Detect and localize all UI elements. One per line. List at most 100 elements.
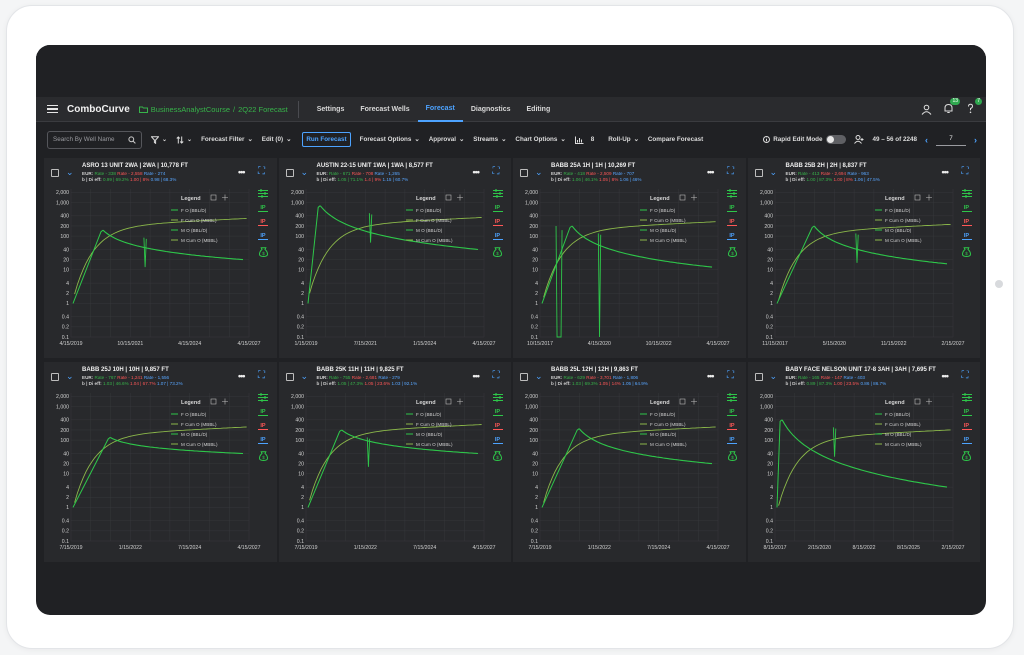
move-icon[interactable] xyxy=(222,194,228,201)
sliders-icon[interactable] xyxy=(727,393,737,402)
decline-curve-chart[interactable]: 1,000 2,000 100 200 400 10 20 40 1 2 4 0.1 0.2 0.4 4/1… xyxy=(44,185,276,358)
select-well-checkbox[interactable] xyxy=(51,169,59,177)
move-icon[interactable] xyxy=(691,398,697,405)
decline-curve-chart[interactable]: 1,000 2,000 100 200 400 10 20 40 1 2 4 0.1 0.2 0.4 1/1… xyxy=(279,185,511,358)
bag-icon[interactable]: $ xyxy=(962,247,971,257)
forecast-chart-card[interactable]: ⌄ BABB 25K 11H | 11H | 9,825 FT EUR: Rat… xyxy=(278,362,511,562)
chart-legend[interactable]: Legend F O (BBL/D) F Cum O (MBBL) M O (BBL/… xyxy=(640,398,697,447)
chart-legend[interactable]: Legend F O (BBL/D) F Cum O (MBBL) M O (BBL/… xyxy=(640,194,697,243)
prev-page-button[interactable]: ‹ xyxy=(925,134,928,145)
bag-icon[interactable]: $ xyxy=(727,247,737,257)
more-options-icon[interactable]: ••• xyxy=(707,167,715,177)
sliders-icon[interactable] xyxy=(258,189,268,198)
select-well-checkbox[interactable] xyxy=(285,373,294,381)
move-icon[interactable] xyxy=(925,398,932,405)
sliders-icon[interactable] xyxy=(492,393,503,402)
manage-users-icon[interactable] xyxy=(853,135,865,144)
compare-forecast-button[interactable]: Compare Forecast xyxy=(647,136,704,143)
ip-water-icon[interactable]: IP xyxy=(727,233,737,240)
next-page-button[interactable]: › xyxy=(974,134,977,145)
chart-count-selector[interactable]: 8 xyxy=(574,136,594,144)
ip-oil-icon[interactable]: IP xyxy=(492,409,503,416)
bag-icon[interactable]: $ xyxy=(258,451,268,461)
ip-gas-icon[interactable]: IP xyxy=(258,423,268,430)
bag-icon[interactable]: $ xyxy=(493,247,502,257)
ip-water-icon[interactable]: IP xyxy=(258,437,268,444)
tab-settings[interactable]: Settings xyxy=(316,105,345,113)
help-button[interactable]: 7 xyxy=(965,97,982,116)
approval-dropdown[interactable]: Approval ⌄ xyxy=(428,136,465,143)
user-icon[interactable] xyxy=(921,104,932,115)
expand-icon[interactable]: ⛶ xyxy=(727,166,734,177)
filter-button[interactable]: ⌄ xyxy=(151,135,167,144)
bag-icon[interactable]: $ xyxy=(962,451,971,461)
ip-gas-icon[interactable]: IP xyxy=(727,423,737,430)
expand-icon[interactable]: ⛶ xyxy=(961,166,969,177)
ip-gas-icon[interactable]: IP xyxy=(492,423,503,430)
chevron-down-icon[interactable]: ⌄ xyxy=(769,167,778,177)
chevron-down-icon[interactable]: ⌄ xyxy=(66,167,74,177)
copy-icon[interactable] xyxy=(445,194,451,201)
chevron-down-icon[interactable]: ⌄ xyxy=(66,371,74,381)
ip-water-icon[interactable]: IP xyxy=(492,233,503,240)
more-options-icon[interactable]: ••• xyxy=(707,371,715,381)
bag-icon[interactable]: $ xyxy=(493,451,502,461)
forecast-chart-card[interactable]: ⌄ BABB 25B 2H | 2H | 8,837 FT EUR: Rate … xyxy=(747,158,980,358)
ip-gas-icon[interactable]: IP xyxy=(727,219,737,226)
more-options-icon[interactable]: ••• xyxy=(941,371,950,381)
decline-curve-chart[interactable]: 1,000 2,000 100 200 400 10 20 40 1 2 4 0.1 0.2 0.4 10/… xyxy=(513,185,745,358)
copy-icon[interactable] xyxy=(914,398,920,405)
sliders-icon[interactable] xyxy=(258,393,268,402)
ip-oil-icon[interactable]: IP xyxy=(961,409,972,416)
bag-icon[interactable]: $ xyxy=(727,451,737,461)
forecast-chart-card[interactable]: ⌄ BABB 25J 10H | 10H | 9,857 FT EUR: Rat… xyxy=(44,362,277,562)
sort-button[interactable]: ⌄ xyxy=(176,135,192,144)
expand-icon[interactable]: ⛶ xyxy=(492,166,500,177)
ip-gas-icon[interactable]: IP xyxy=(961,423,972,430)
chart-legend[interactable]: Legend F O (BBL/D) F Cum O (MBBL) M O (BBL/… xyxy=(874,398,932,447)
expand-icon[interactable]: ⛶ xyxy=(492,370,500,381)
forecast-chart-card[interactable]: ⌄ ASRO 13 UNIT 2WA | 2WA | 10,778 FT EUR… xyxy=(44,158,277,358)
move-icon[interactable] xyxy=(456,398,463,405)
forecast-options-dropdown[interactable]: Forecast Options ⌄ xyxy=(359,136,420,143)
ip-water-icon[interactable]: IP xyxy=(258,233,268,240)
streams-dropdown[interactable]: Streams ⌄ xyxy=(473,136,507,143)
move-icon[interactable] xyxy=(222,398,228,405)
decline-curve-chart[interactable]: 1,000 2,000 100 200 400 10 20 40 1 2 4 0.1 0.2 0.4 7/1… xyxy=(513,389,745,562)
run-forecast-button[interactable]: Run Forecast xyxy=(302,132,351,147)
ip-gas-icon[interactable]: IP xyxy=(492,219,503,226)
expand-icon[interactable]: ⛶ xyxy=(961,370,969,381)
notifications-button[interactable]: 13 xyxy=(943,97,960,116)
sliders-icon[interactable] xyxy=(727,189,737,198)
copy-icon[interactable] xyxy=(210,398,217,405)
select-well-checkbox[interactable] xyxy=(520,169,528,177)
forecast-filter-dropdown[interactable]: Forecast Filter ⌄ xyxy=(201,136,253,143)
sliders-icon[interactable] xyxy=(961,189,972,198)
ip-water-icon[interactable]: IP xyxy=(492,437,503,444)
chevron-down-icon[interactable]: ⌄ xyxy=(300,167,309,177)
sliders-icon[interactable] xyxy=(961,393,972,402)
expand-icon[interactable]: ⛶ xyxy=(727,370,734,381)
ip-oil-icon[interactable]: IP xyxy=(258,409,268,416)
rapid-edit-toggle[interactable] xyxy=(825,135,846,144)
copy-icon[interactable] xyxy=(679,194,686,201)
chart-legend[interactable]: Legend F O (BBL/D) F Cum O (MBBL) M O (BBL/… xyxy=(405,194,463,243)
ip-oil-icon[interactable]: IP xyxy=(961,205,972,212)
breadcrumb-project[interactable]: BusinessAnalystCourse xyxy=(150,104,231,114)
copy-icon[interactable] xyxy=(679,398,686,405)
ip-gas-icon[interactable]: IP xyxy=(258,219,268,226)
breadcrumb-forecast[interactable]: 2Q22 Forecast xyxy=(238,104,288,114)
tab-diagnostics[interactable]: Diagnostics xyxy=(470,105,511,113)
move-icon[interactable] xyxy=(691,194,697,201)
tab-forecast[interactable]: Forecast xyxy=(417,97,463,122)
copy-icon[interactable] xyxy=(445,398,451,405)
ip-oil-icon[interactable]: IP xyxy=(727,205,737,212)
forecast-chart-card[interactable]: ⌄ BABY FACE NELSON UNIT 17-8 3AH | 3AH |… xyxy=(747,362,980,562)
copy-icon[interactable] xyxy=(914,194,920,201)
forecast-chart-card[interactable]: ⌄ BABB 25A 1H | 1H | 10,269 FT EUR: Rate… xyxy=(513,158,746,358)
chart-legend[interactable]: Legend F O (BBL/D) F Cum O (MBBL) M O (BBL/… xyxy=(171,398,228,447)
more-options-icon[interactable]: ••• xyxy=(472,371,481,381)
chevron-down-icon[interactable]: ⌄ xyxy=(769,371,778,381)
expand-icon[interactable]: ⛶ xyxy=(258,370,265,381)
chevron-down-icon[interactable]: ⌄ xyxy=(535,371,543,381)
